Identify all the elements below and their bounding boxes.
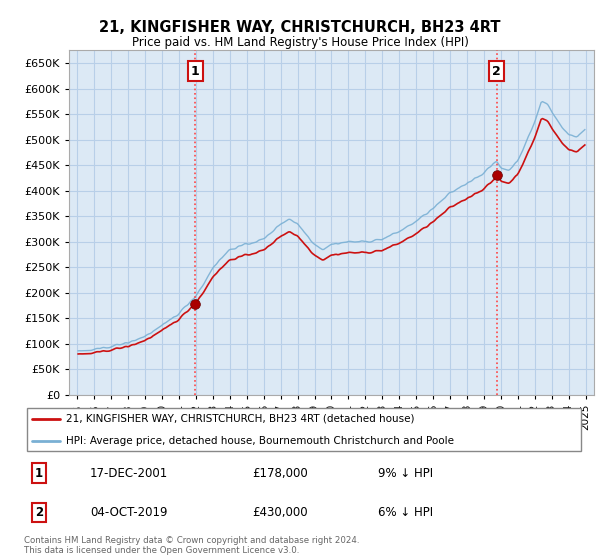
Text: £178,000: £178,000	[252, 466, 308, 480]
Text: Price paid vs. HM Land Registry's House Price Index (HPI): Price paid vs. HM Land Registry's House …	[131, 36, 469, 49]
Text: 21, KINGFISHER WAY, CHRISTCHURCH, BH23 4RT: 21, KINGFISHER WAY, CHRISTCHURCH, BH23 4…	[99, 20, 501, 35]
Text: 9% ↓ HPI: 9% ↓ HPI	[378, 466, 433, 480]
Text: £430,000: £430,000	[252, 506, 308, 519]
FancyBboxPatch shape	[27, 408, 581, 451]
Text: 1: 1	[35, 466, 43, 480]
Text: 6% ↓ HPI: 6% ↓ HPI	[378, 506, 433, 519]
Text: This data is licensed under the Open Government Licence v3.0.: This data is licensed under the Open Gov…	[24, 547, 299, 556]
Text: Contains HM Land Registry data © Crown copyright and database right 2024.: Contains HM Land Registry data © Crown c…	[24, 536, 359, 545]
Text: 2: 2	[492, 64, 501, 78]
Text: HPI: Average price, detached house, Bournemouth Christchurch and Poole: HPI: Average price, detached house, Bour…	[66, 436, 454, 446]
Text: 17-DEC-2001: 17-DEC-2001	[90, 466, 168, 480]
Text: 2: 2	[35, 506, 43, 519]
Text: 21, KINGFISHER WAY, CHRISTCHURCH, BH23 4RT (detached house): 21, KINGFISHER WAY, CHRISTCHURCH, BH23 4…	[66, 414, 415, 424]
Text: 04-OCT-2019: 04-OCT-2019	[90, 506, 167, 519]
Text: 1: 1	[191, 64, 200, 78]
